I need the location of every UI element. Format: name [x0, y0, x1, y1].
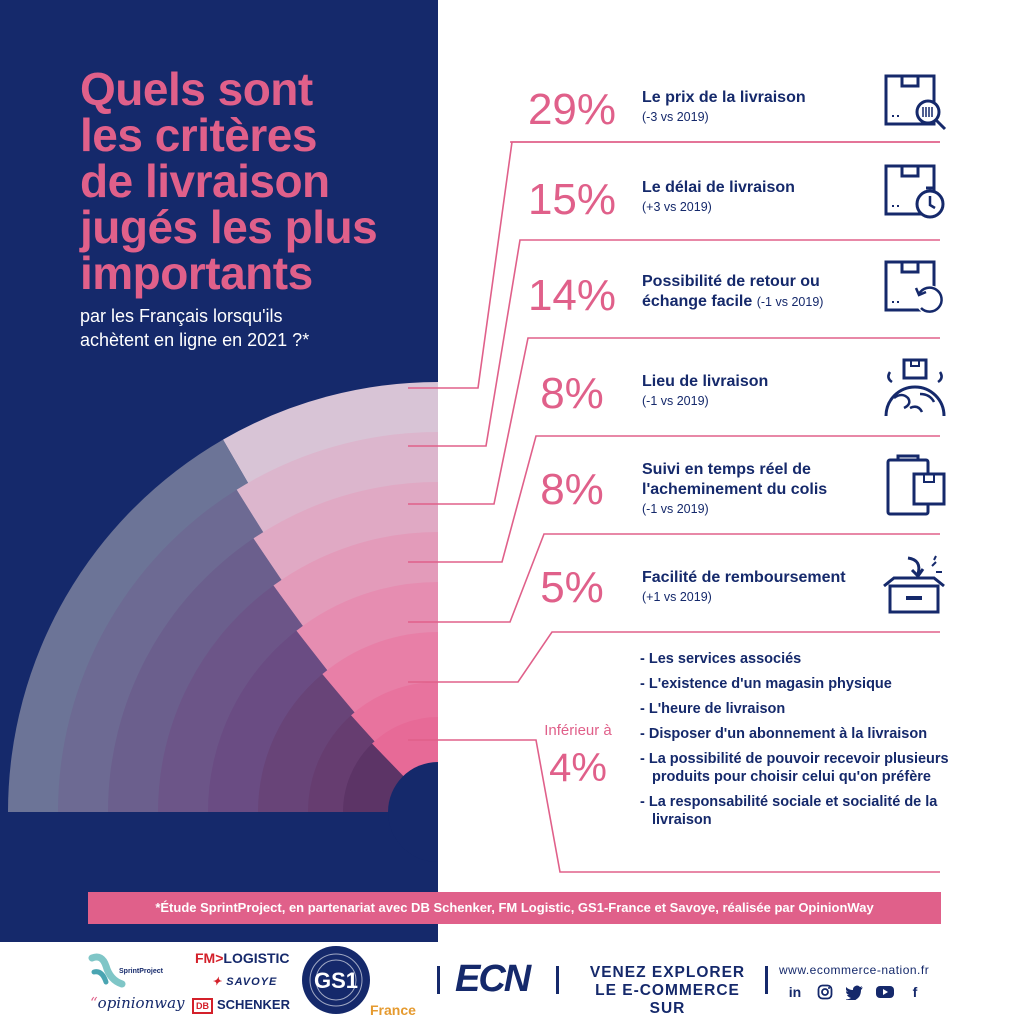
row-5-label-line-2: l'acheminement du colis [642, 481, 828, 498]
row-4-label: Lieu de livraison (-1 vs 2019) [642, 372, 768, 410]
title-line: importants [80, 247, 313, 299]
box-over-globe-icon [884, 358, 946, 417]
linkedin-icon[interactable]: in [788, 984, 802, 1000]
row-5-change: (-1 vs 2019) [642, 502, 709, 516]
row-1-label-text: Le prix de la livraison [642, 89, 806, 106]
row-2-change: (+3 vs 2019) [642, 200, 712, 214]
title-line: jugés les plus [80, 201, 378, 253]
box-return-arrow-icon [884, 260, 945, 315]
schenker-name: SCHENKER [217, 997, 290, 1012]
row-2-label: Le délai de livraison (+3 vs 2019) [642, 178, 795, 216]
title-line: Quels sont [80, 63, 313, 115]
ecn-logo: ECN [455, 958, 531, 1000]
minor-list-item: L'existence d'un magasin physique [640, 675, 960, 693]
fm-logistic-fm: FM [195, 950, 216, 966]
row-5-label-line-1: Suivi en temps réel de [642, 461, 811, 478]
row-6-label-text: Facilité de remboursement [642, 569, 846, 586]
box-stopwatch-icon [884, 164, 945, 219]
venez-explorer-text: VENEZ EXPLORER LE E-COMMERCE SUR [575, 964, 760, 1018]
footer-separator [556, 966, 559, 994]
venez-line: LE E-COMMERCE SUR [595, 982, 740, 1017]
instagram-icon[interactable] [810, 982, 840, 1002]
gs1-logo: GS1 [302, 946, 370, 1014]
gs1-text: GS1 [314, 968, 358, 993]
footer-separator [437, 966, 440, 994]
sprintproject-name: SprintProject [119, 968, 163, 975]
row-4-label-text: Lieu de livraison [642, 373, 769, 390]
row-6-percentage: 5% [540, 563, 604, 612]
minor-list-item: Disposer d'un abonnement à la livraison [640, 725, 960, 743]
row-6-change: (+1 vs 2019) [642, 590, 712, 604]
row-3-label: Possibilité de retour ou échange facile … [642, 272, 823, 312]
fm-logistic-logo: FM>LOGISTIC [195, 950, 290, 966]
row-5-label: Suivi en temps réel de l'acheminement du… [642, 460, 827, 518]
title-line: de livraison [80, 155, 330, 207]
db-box: DB [192, 997, 213, 1014]
venez-line: VENEZ EXPLORER [589, 964, 746, 981]
gs1-france: France [370, 1002, 416, 1018]
twitter-icon[interactable] [840, 982, 870, 1002]
footer-separator [765, 966, 768, 994]
footer [0, 942, 1024, 1024]
row-3-label-line-1: Possibilité de retour ou [642, 273, 820, 290]
row-3-label-line-2: échange facile [642, 293, 753, 310]
db-schenker-logo: DB SCHENKER [192, 997, 290, 1014]
savoye-name: SAVOYE [226, 976, 278, 988]
minor-list-item: Les services associés [640, 650, 960, 668]
social-links: in f [780, 982, 930, 1002]
box-barcode-magnifier-icon [884, 74, 947, 131]
row-2-percentage: 15% [527, 175, 617, 224]
left-panel: Quels sont les critères de livraison jug… [0, 0, 438, 942]
minor-percentage: 4% [549, 746, 607, 790]
page-title: Quels sont les critères de livraison jug… [80, 66, 430, 296]
row-1-label: Le prix de la livraison (-3 vs 2019) [642, 88, 806, 126]
minor-list-item: La responsabilité sociale et socialité d… [640, 793, 960, 829]
minor-heading: Inférieur à [544, 722, 612, 739]
minor-criteria-list: Les services associés L'existence d'un m… [640, 650, 960, 836]
sprintproject-logo [88, 953, 126, 988]
savoye-logo: ✦ SAVOYE [212, 976, 278, 988]
row-1-change: (-3 vs 2019) [642, 110, 709, 124]
page-subtitle: par les Français lorsqu'ils achètent en … [80, 304, 420, 352]
title-line: les critères [80, 109, 317, 161]
facebook-icon[interactable]: f [912, 984, 918, 1000]
subtitle-line: par les Français lorsqu'ils [80, 306, 283, 326]
minor-list-item: La possibilité de pouvoir recevoir plusi… [640, 750, 960, 786]
open-box-arrow-icon [883, 555, 945, 614]
subtitle-line: achètent en ligne en 2021 ?* [80, 330, 310, 350]
row-6-label: Facilité de remboursement (+1 vs 2019) [642, 568, 846, 606]
clipboard-box-icon [886, 454, 946, 516]
row-3-change: (-1 vs 2019) [756, 295, 824, 309]
row-4-percentage: 8% [540, 369, 604, 418]
fm-logistic-rest: LOGISTIC [223, 950, 290, 966]
row-3-percentage: 14% [527, 271, 617, 320]
row-4-change: (-1 vs 2019) [642, 394, 709, 408]
youtube-icon[interactable] [870, 982, 900, 1002]
website-link[interactable]: www.ecommerce-nation.fr [779, 963, 930, 977]
row-5-percentage: 8% [540, 465, 604, 514]
row-1-percentage: 29% [527, 85, 617, 134]
minor-list-item: L'heure de livraison [640, 700, 960, 718]
opinionway-logo: “opinionway [90, 994, 185, 1012]
opinionway-name: opinionway [97, 994, 185, 1012]
row-2-label-text: Le délai de livraison [642, 179, 795, 196]
study-footnote: *Étude SprintProject, en partenariat ave… [88, 892, 941, 924]
